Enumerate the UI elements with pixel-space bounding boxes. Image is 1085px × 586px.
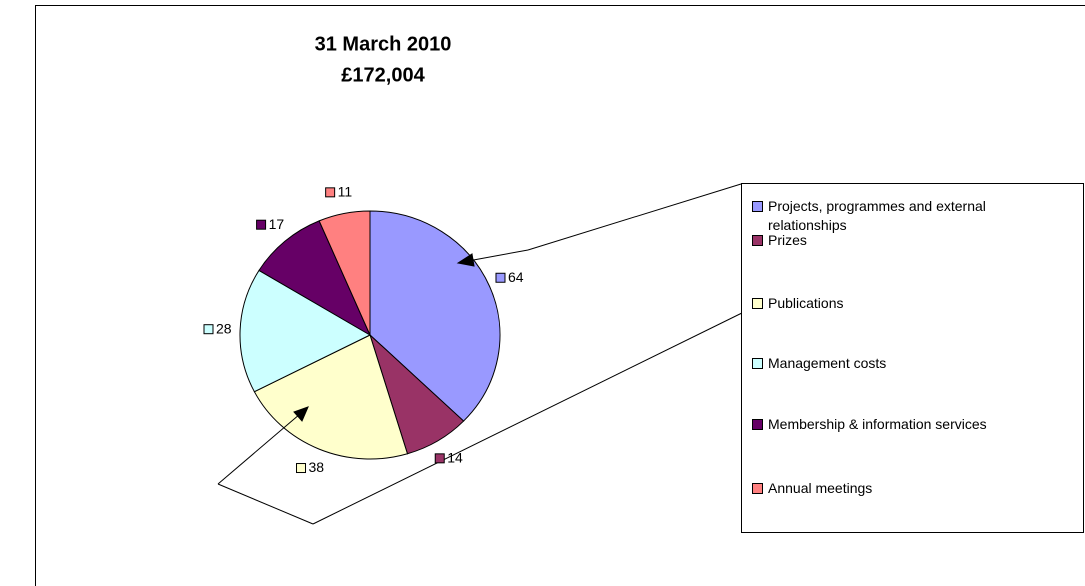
legend-label: Membership & information services xyxy=(768,416,987,432)
annotation-lines xyxy=(217,183,749,525)
legend-swatch xyxy=(752,419,763,430)
label-swatch xyxy=(434,453,445,464)
legend-entry: Annual meetings xyxy=(752,479,1052,498)
legend-swatch xyxy=(752,483,763,494)
arrow xyxy=(467,249,529,262)
data-label: 11 xyxy=(338,184,353,200)
pie-slice xyxy=(253,334,409,460)
connector xyxy=(217,483,314,525)
connector xyxy=(527,183,742,251)
legend-swatch xyxy=(752,201,763,212)
data-label: 64 xyxy=(508,269,524,285)
data-label: 28 xyxy=(216,320,232,336)
legend-label: Projects, programmes and external relati… xyxy=(768,198,986,233)
arrowhead xyxy=(293,406,309,422)
label-swatch xyxy=(325,187,336,198)
legend-swatch xyxy=(752,358,763,369)
legend-label: Annual meetings xyxy=(768,480,873,496)
legend-label: Publications xyxy=(768,295,844,311)
arrowhead xyxy=(456,253,475,267)
arrow xyxy=(217,413,301,485)
chart-subtitle: £172,004 xyxy=(341,64,425,86)
data-label: 17 xyxy=(269,216,285,232)
label-swatch xyxy=(256,219,267,230)
label-swatch xyxy=(495,272,506,283)
pie-slice xyxy=(318,210,371,336)
pie xyxy=(239,210,501,460)
legend-label: Prizes xyxy=(768,232,807,248)
data-labels: 64 14 38 28 17 11 xyxy=(203,184,524,475)
data-label: 14 xyxy=(447,450,463,466)
chart-frame xyxy=(35,5,1085,586)
label-swatch xyxy=(296,463,307,474)
legend-entry: Projects, programmes and external relati… xyxy=(752,197,1052,235)
label-swatch xyxy=(203,324,214,335)
legend-swatch xyxy=(752,298,763,309)
chart-title: 31 March 2010 xyxy=(315,33,452,55)
data-label: 38 xyxy=(309,459,325,475)
legend-entry: Management costs xyxy=(752,354,1052,373)
legend-entry: Publications xyxy=(752,294,1052,313)
connector xyxy=(312,309,749,525)
legend: Projects, programmes and external relati… xyxy=(741,183,1084,533)
legend-entry: Membership & information services xyxy=(752,415,1052,434)
legend-swatch xyxy=(752,235,763,246)
pie-slice xyxy=(258,220,372,337)
pie-slice xyxy=(239,269,372,393)
legend-entry: Prizes xyxy=(752,231,1052,250)
legend-label: Management costs xyxy=(768,355,887,371)
